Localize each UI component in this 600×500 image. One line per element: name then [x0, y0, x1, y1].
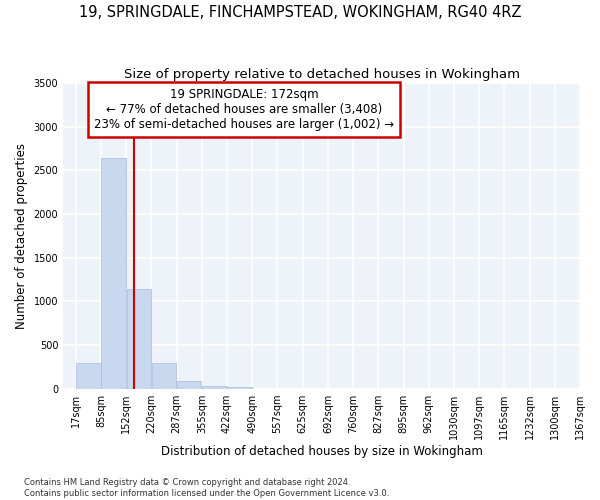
- Bar: [152, 363, 176, 388]
- Bar: [76, 364, 101, 388]
- Bar: [202, 386, 227, 388]
- Text: 19, SPRINGDALE, FINCHAMPSTEAD, WOKINGHAM, RG40 4RZ: 19, SPRINGDALE, FINCHAMPSTEAD, WOKINGHAM…: [79, 5, 521, 20]
- Text: Contains HM Land Registry data © Crown copyright and database right 2024.
Contai: Contains HM Land Registry data © Crown c…: [24, 478, 389, 498]
- Bar: [127, 289, 151, 388]
- X-axis label: Distribution of detached houses by size in Wokingham: Distribution of detached houses by size …: [161, 444, 482, 458]
- Bar: [177, 380, 202, 388]
- Y-axis label: Number of detached properties: Number of detached properties: [15, 143, 28, 329]
- Title: Size of property relative to detached houses in Wokingham: Size of property relative to detached ho…: [124, 68, 520, 80]
- Text: 19 SPRINGDALE: 172sqm
← 77% of detached houses are smaller (3,408)
23% of semi-d: 19 SPRINGDALE: 172sqm ← 77% of detached …: [94, 88, 394, 130]
- Bar: [101, 158, 126, 388]
